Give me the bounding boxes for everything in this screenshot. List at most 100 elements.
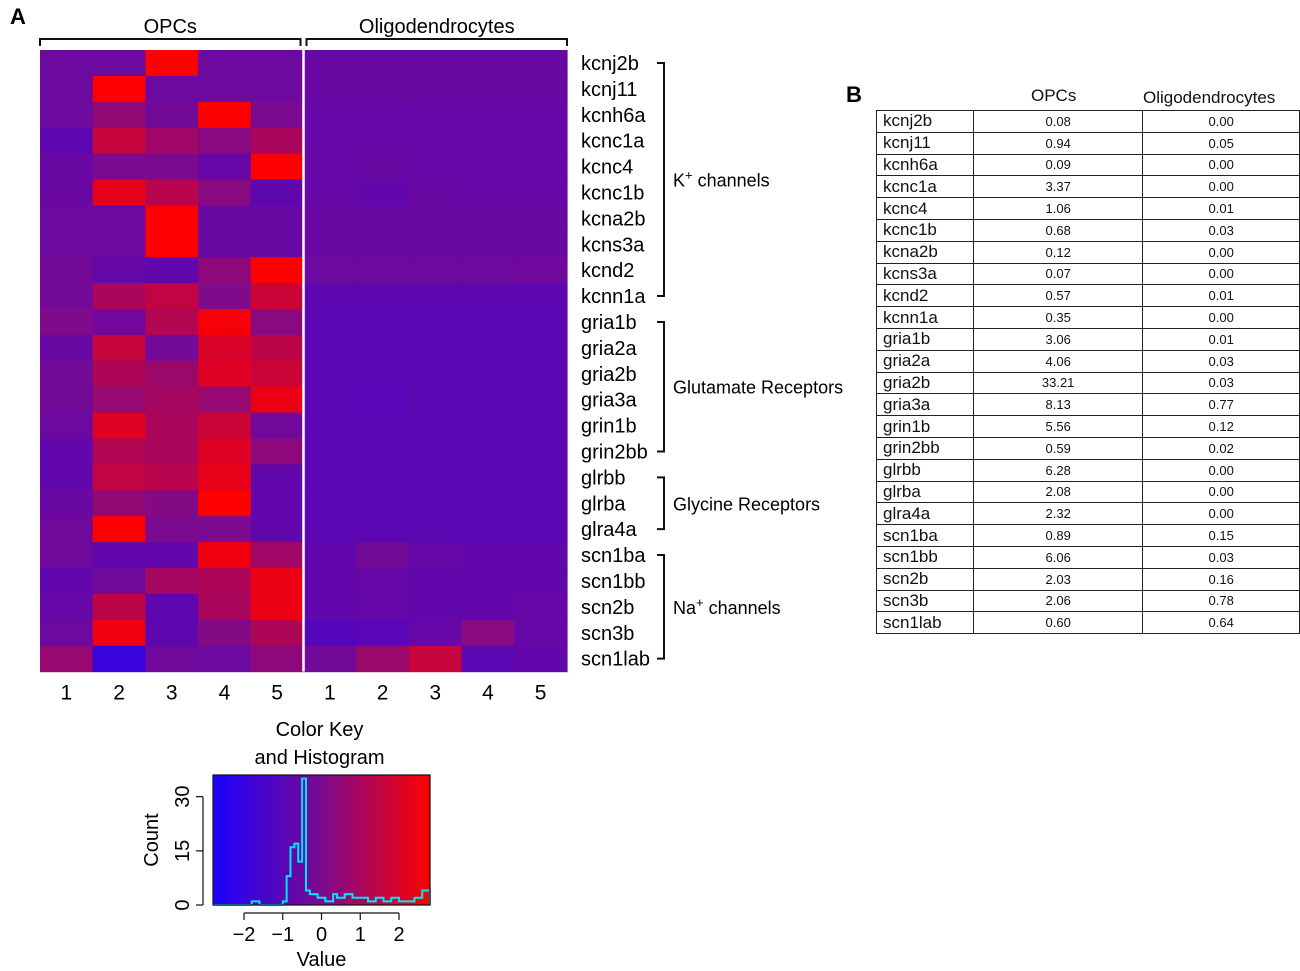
row-label: kcnc4: [581, 157, 633, 179]
opcs-value-cell: 0.60: [972, 611, 1144, 635]
y-tick-label: 30: [172, 786, 194, 808]
heatmap-cell: [40, 568, 94, 595]
heatmap-cell: [356, 542, 410, 569]
opcs-value-cell: 1.06: [972, 197, 1144, 220]
heatmap-cell: [198, 231, 252, 258]
heatmap-cell: [40, 257, 94, 284]
heatmap-cell: [303, 283, 357, 310]
heatmap-cell: [250, 593, 305, 621]
heatmap-cell: [356, 645, 410, 673]
heatmap-cell: [356, 490, 410, 517]
opcs-value-cell: 0.59: [972, 436, 1144, 460]
heatmap-cell: [408, 593, 463, 621]
heatmap-cell: [303, 153, 357, 181]
row-label: grin1b: [581, 416, 637, 438]
heatmap-cell: [408, 645, 463, 673]
heatmap-cell: [250, 542, 305, 569]
group-label: Oligodendrocytes: [359, 16, 515, 38]
table-row: kcnj2b 0.08 0.00: [876, 110, 1300, 133]
heatmap-cell: [250, 179, 305, 206]
table-row: kcna2b 0.12 0.00: [876, 240, 1300, 264]
heatmap-cell: [514, 179, 568, 206]
gene-cell: kcnn1a: [876, 306, 974, 329]
heatmap-cell: [145, 490, 199, 517]
gene-cell: kcns3a: [876, 262, 974, 286]
heatmap-cell: [250, 127, 305, 155]
heatmap-cell: [250, 50, 305, 77]
heatmap-cell: [145, 257, 199, 284]
table-row: gria3a 8.13 0.77: [876, 393, 1300, 417]
histogram-title-line1: Color Key: [276, 719, 364, 741]
opcs-value-cell: 2.03: [972, 567, 1144, 591]
heatmap-cell: [514, 412, 568, 440]
heatmap-cell: [92, 231, 146, 258]
row-label: scn2b: [581, 597, 634, 619]
oligo-value-cell: 0.64: [1142, 611, 1300, 635]
heatmap-cell: [408, 412, 463, 440]
heatmap-cell: [250, 568, 305, 595]
heatmap-cell: [145, 360, 199, 388]
heatmap-cell: [514, 101, 568, 129]
heatmap-cell: [145, 127, 199, 155]
table-row: scn1ba 0.89 0.15: [876, 524, 1300, 547]
heatmap-cell: [250, 438, 305, 465]
oligo-value-cell: 0.00: [1142, 480, 1300, 504]
opcs-value-cell: 0.57: [972, 284, 1144, 308]
heatmap-cell: [461, 127, 515, 155]
row-label: gria2b: [581, 364, 637, 386]
heatmap-cell: [408, 101, 463, 129]
heatmap-cell: [145, 309, 199, 336]
expression-table: kcnj2b 0.08 0.00 kcnj11 0.94 0.05 kcnh6a 0.09 0.…: [876, 110, 1300, 635]
oligo-value-cell: 0.03: [1142, 218, 1300, 242]
heatmap-cell: [408, 153, 463, 181]
row-group-label: Glycine Receptors: [673, 494, 820, 514]
table-row: gria2b 33.21 0.03: [876, 371, 1300, 395]
opcs-value-cell: 5.56: [972, 415, 1144, 438]
column-label: 2: [377, 682, 389, 705]
heatmap-cell: [461, 490, 515, 517]
heatmap-cell: [514, 542, 568, 569]
gene-cell: kcnj2b: [876, 110, 974, 133]
heatmap-cell: [514, 205, 568, 232]
table-row: gria2a 4.06 0.03: [876, 349, 1300, 373]
heatmap-cell: [250, 516, 305, 543]
heatmap-cell: [408, 464, 463, 491]
row-group-label: Na+ channels: [673, 595, 781, 618]
heatmap-cell: [408, 490, 463, 517]
oligo-value-cell: 0.16: [1142, 567, 1300, 591]
heatmap-cell: [92, 516, 146, 543]
heatmap-cell: [250, 360, 305, 388]
opcs-value-cell: 8.13: [972, 393, 1144, 417]
gene-cell: kcnd2: [876, 284, 974, 308]
y-axis-label: Count: [141, 813, 163, 867]
heatmap-cell: [514, 153, 568, 181]
oligo-value-cell: 0.00: [1142, 153, 1300, 177]
table-row: kcns3a 0.07 0.00: [876, 262, 1300, 286]
x-tick-label: 0: [316, 924, 327, 946]
column-label: 3: [166, 682, 178, 705]
row-label: kcns3a: [581, 234, 645, 256]
opcs-value-cell: 33.21: [972, 371, 1144, 395]
gene-cell: gria2a: [876, 349, 974, 373]
heatmap-cell: [198, 283, 252, 310]
row-group-bracket: [657, 61, 665, 298]
heatmap-cell: [514, 75, 568, 103]
table-header-oligodendrocytes: Oligodendrocytes: [1143, 88, 1276, 107]
heatmap-cell: [145, 386, 199, 414]
heatmap-cell: [92, 153, 146, 181]
heatmap-cell: [303, 386, 357, 414]
heatmap-cell: [198, 568, 252, 595]
heatmap-cell: [40, 593, 94, 621]
table-row: kcnc1a 3.37 0.00: [876, 175, 1300, 199]
heatmap-cell: [356, 50, 410, 77]
heatmap-cell: [198, 464, 252, 491]
heatmap-cell: [408, 309, 463, 336]
heatmap-cell: [40, 283, 94, 310]
heatmap-cell: [250, 75, 305, 103]
row-label: glrba: [581, 493, 626, 515]
opcs-value-cell: 0.07: [972, 262, 1144, 286]
gene-cell: grin1b: [876, 415, 974, 438]
heatmap-cell: [356, 464, 410, 491]
heatmap-cell: [303, 490, 357, 517]
